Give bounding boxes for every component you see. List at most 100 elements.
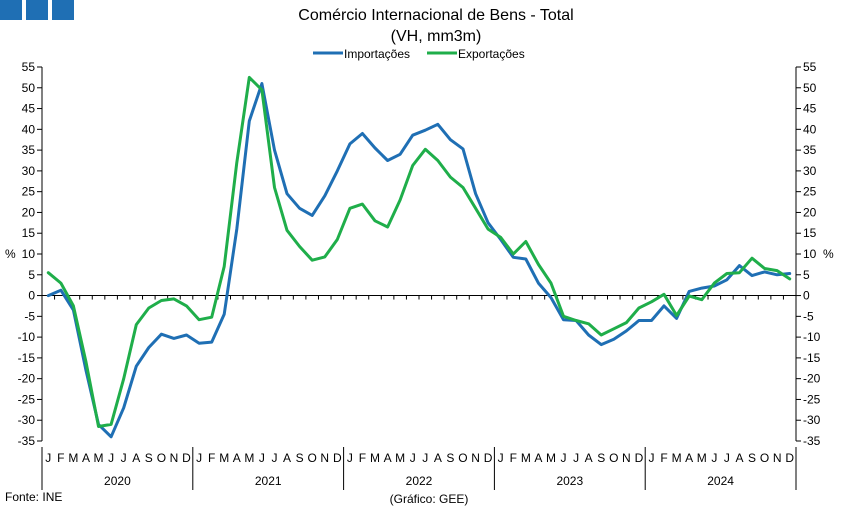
y-tick-label-left: -25 <box>18 392 36 406</box>
graph-credit: (Gráfico: GEE) <box>390 492 469 506</box>
y-tick-label-left: 35 <box>22 143 36 157</box>
series-line-importacoes <box>46 82 792 439</box>
month-label: J <box>648 451 654 465</box>
month-label: M <box>94 451 104 465</box>
month-label: J <box>108 451 114 465</box>
month-label: M <box>697 451 707 465</box>
month-label: F <box>57 451 64 465</box>
month-label: D <box>785 451 794 465</box>
month-label: S <box>597 451 605 465</box>
y-tick-label-right: -35 <box>803 434 821 448</box>
y-axis-right: 5550454035302520151050-5-10-15-20-25-30-… <box>795 60 821 448</box>
y-tick-label-left: -10 <box>18 330 36 344</box>
month-label: J <box>711 451 717 465</box>
y-tick-label-right: -20 <box>803 372 821 386</box>
chart-subtitle: (VH, mm3m) <box>391 28 482 45</box>
y-tick-label-right: 55 <box>803 60 817 74</box>
y-tick-label-left: 50 <box>22 81 36 95</box>
legend-label-exportacoes: Exportações <box>458 47 525 61</box>
month-label: A <box>685 451 693 465</box>
y-tick-label-right: 0 <box>803 289 810 303</box>
month-label: S <box>145 451 153 465</box>
year-label: 2024 <box>707 474 734 488</box>
y-tick-label-left: 0 <box>28 289 35 303</box>
y-tick-label-right: -5 <box>803 309 814 323</box>
series-line-exportacoes <box>46 75 792 428</box>
y-tick-label-right: -25 <box>803 392 821 406</box>
y-tick-label-right: 5 <box>803 268 810 282</box>
month-label: J <box>45 451 51 465</box>
y-tick-label-left: 20 <box>22 205 36 219</box>
month-label: N <box>471 451 480 465</box>
month-label: N <box>170 451 179 465</box>
y-tick-label-right: 15 <box>803 226 817 240</box>
y-tick-label-right: 40 <box>803 122 817 136</box>
month-label: O <box>760 451 769 465</box>
y-tick-label-right: -30 <box>803 413 821 427</box>
month-label: O <box>308 451 317 465</box>
logo-square-2 <box>26 0 48 20</box>
logo-square-1 <box>0 0 22 20</box>
year-label: 2022 <box>406 474 433 488</box>
y-tick-label-left: 15 <box>22 226 36 240</box>
y-tick-label-right: 20 <box>803 205 817 219</box>
y-tick-label-right: -10 <box>803 330 821 344</box>
legend: Importações Exportações <box>313 47 525 61</box>
y-tick-label-right: 10 <box>803 247 817 261</box>
month-label: F <box>359 451 366 465</box>
month-label: D <box>635 451 644 465</box>
month-label: O <box>458 451 467 465</box>
month-label: O <box>609 451 618 465</box>
y-tick-label-left: -35 <box>18 434 36 448</box>
month-label: A <box>82 451 90 465</box>
month-label: J <box>259 451 265 465</box>
y-tick-label-left: -20 <box>18 372 36 386</box>
y-axis-left-unit: % <box>5 247 16 261</box>
month-label: A <box>585 451 593 465</box>
month-label: S <box>748 451 756 465</box>
month-label: A <box>434 451 442 465</box>
y-tick-label-right: 45 <box>803 102 817 116</box>
month-label: N <box>622 451 631 465</box>
y-tick-label-left: 10 <box>22 247 36 261</box>
month-label: J <box>347 451 353 465</box>
month-label: M <box>521 451 531 465</box>
month-label: D <box>182 451 191 465</box>
y-tick-label-left: 30 <box>22 164 36 178</box>
month-label: M <box>219 451 229 465</box>
month-label: D <box>333 451 342 465</box>
brand-logo <box>0 0 74 20</box>
y-tick-label-left: -30 <box>18 413 36 427</box>
year-label: 2020 <box>104 474 131 488</box>
month-label: M <box>68 451 78 465</box>
month-label: J <box>422 451 428 465</box>
month-label: A <box>384 451 392 465</box>
y-tick-label-left: 40 <box>22 122 36 136</box>
y-axis-right-unit: % <box>823 247 834 261</box>
month-label: J <box>196 451 202 465</box>
month-label: M <box>546 451 556 465</box>
month-label: F <box>208 451 215 465</box>
y-tick-label-left: -5 <box>24 309 35 323</box>
y-tick-label-right: 50 <box>803 81 817 95</box>
month-label: D <box>484 451 493 465</box>
y-tick-label-left: 25 <box>22 185 36 199</box>
y-tick-label-right: 30 <box>803 164 817 178</box>
month-label: J <box>410 451 416 465</box>
y-tick-label-right: 25 <box>803 185 817 199</box>
y-axis-left: 5550454035302520151050-5-10-15-20-25-30-… <box>18 60 43 448</box>
year-label: 2023 <box>556 474 583 488</box>
logo-square-3 <box>52 0 74 20</box>
source-note: Fonte: INE <box>5 490 62 504</box>
legend-label-importacoes: Importações <box>344 47 410 61</box>
month-label: J <box>121 451 127 465</box>
month-label: M <box>370 451 380 465</box>
y-tick-label-right: -15 <box>803 351 821 365</box>
month-label: J <box>573 451 579 465</box>
month-label: N <box>773 451 782 465</box>
year-label: 2021 <box>255 474 282 488</box>
y-tick-label-right: 35 <box>803 143 817 157</box>
chart-title: Comércio Internacional de Bens - Total <box>298 7 573 24</box>
month-label: M <box>672 451 682 465</box>
